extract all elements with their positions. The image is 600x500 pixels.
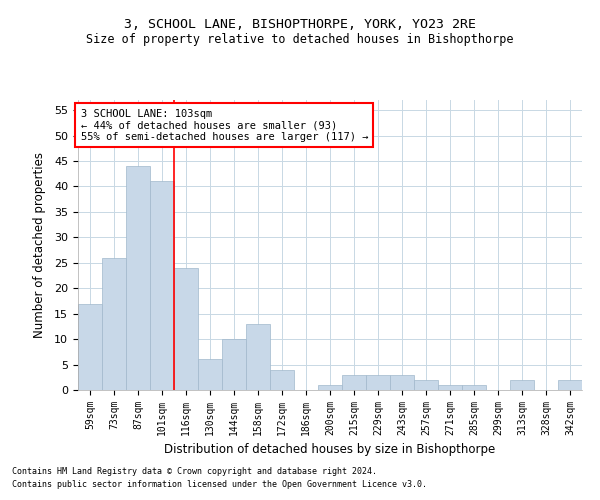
Bar — [366, 374, 390, 390]
Bar — [174, 268, 198, 390]
Bar — [222, 339, 246, 390]
Text: 3 SCHOOL LANE: 103sqm
← 44% of detached houses are smaller (93)
55% of semi-deta: 3 SCHOOL LANE: 103sqm ← 44% of detached … — [80, 108, 368, 142]
Bar — [318, 385, 342, 390]
Bar — [390, 374, 414, 390]
Bar — [198, 360, 222, 390]
Bar — [414, 380, 438, 390]
Bar — [462, 385, 486, 390]
Text: 3, SCHOOL LANE, BISHOPTHORPE, YORK, YO23 2RE: 3, SCHOOL LANE, BISHOPTHORPE, YORK, YO23… — [124, 18, 476, 30]
Bar — [126, 166, 150, 390]
Bar — [78, 304, 102, 390]
Bar — [270, 370, 294, 390]
Text: Contains public sector information licensed under the Open Government Licence v3: Contains public sector information licen… — [12, 480, 427, 489]
Bar — [102, 258, 126, 390]
Bar — [510, 380, 534, 390]
Y-axis label: Number of detached properties: Number of detached properties — [33, 152, 46, 338]
Bar — [246, 324, 270, 390]
X-axis label: Distribution of detached houses by size in Bishopthorpe: Distribution of detached houses by size … — [164, 444, 496, 456]
Text: Size of property relative to detached houses in Bishopthorpe: Size of property relative to detached ho… — [86, 32, 514, 46]
Bar — [438, 385, 462, 390]
Bar — [558, 380, 582, 390]
Text: Contains HM Land Registry data © Crown copyright and database right 2024.: Contains HM Land Registry data © Crown c… — [12, 467, 377, 476]
Bar — [342, 374, 366, 390]
Bar — [150, 182, 174, 390]
